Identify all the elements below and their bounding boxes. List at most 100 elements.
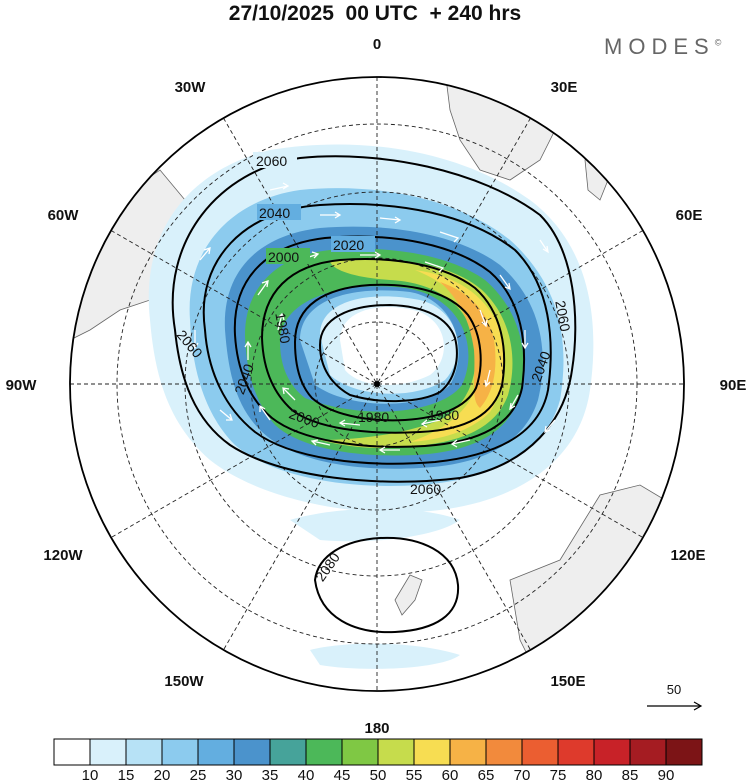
wind-arrow [450, 439, 471, 448]
colorbar [53, 738, 703, 766]
wind-arrow [509, 394, 519, 411]
lon-label-0: 0 [373, 36, 381, 53]
wind-arrow [310, 439, 331, 446]
contour-label: 2060 [410, 481, 441, 497]
map-border [69, 76, 685, 692]
wind-arrow [439, 231, 460, 243]
wind-arrow [379, 216, 402, 224]
colorbar-swatch [413, 738, 451, 766]
land-new-zealand [394, 574, 423, 616]
colorbar-swatch [161, 738, 199, 766]
colorbar-ticks: 10 15 20 25 30 35 40 45 50 55 60 65 70 75 80 85 90 [82, 767, 675, 782]
lon-label-180: 180 [364, 720, 389, 737]
height-contours [171, 155, 577, 634]
colorbar-tick-label: 30 [226, 767, 243, 782]
wind-arrow [244, 340, 252, 360]
copyright-mark: © [714, 37, 722, 48]
longitude-labels: 0 30E 60E 90E 120E 150E 180 150W 120W 90… [6, 36, 747, 737]
wind-arrow [539, 239, 549, 254]
lon-label-60w: 60W [48, 207, 80, 224]
lon-label-150w: 150W [164, 673, 204, 690]
lon-label-30w: 30W [175, 79, 207, 96]
colorbar-tick-label: 85 [622, 767, 639, 782]
colorbar-tick-label: 45 [334, 767, 351, 782]
wind-vectors [191, 182, 556, 454]
lon-label-90e: 90E [720, 377, 747, 394]
colorbar-swatch [89, 738, 127, 766]
meridian-30e-150w [223, 117, 531, 651]
colorbar-swatch [197, 738, 235, 766]
colorbar-swatch [53, 738, 91, 766]
colorbar-swatch [305, 738, 343, 766]
contour-2000 [260, 258, 506, 434]
wind-arrow [269, 182, 290, 191]
meridian-60w-120e [110, 230, 644, 538]
latitude-circle-1 [314, 321, 440, 447]
wind-band-lower-jet [290, 508, 460, 669]
wind-arrow [320, 211, 342, 219]
colorbar-swatch [377, 738, 415, 766]
colorbar-tick-label: 55 [406, 767, 423, 782]
colorbar-swatch [233, 738, 271, 766]
colorbar-tick-label: 15 [118, 767, 135, 782]
wind-arrow [277, 312, 285, 331]
map-disc-content [70, 77, 684, 691]
colorbar-swatch [269, 738, 307, 766]
wind-arrow [521, 330, 529, 350]
contour-2040 [202, 203, 552, 465]
contour-label: 2020 [333, 237, 364, 253]
colorbar-swatch [593, 738, 631, 766]
lon-label-120e: 120E [670, 547, 705, 564]
lon-label-60e: 60E [676, 207, 703, 224]
lon-label-30e: 30E [551, 79, 578, 96]
contour-1980-inner [318, 303, 458, 403]
colorbar-swatch [125, 738, 163, 766]
colorbar-swatch [449, 738, 487, 766]
wind-arrow [219, 409, 233, 421]
contour-label: 2060 [256, 153, 287, 169]
colorbar-tick-label: 40 [298, 767, 315, 782]
lon-label-90w: 90W [6, 377, 38, 394]
contour-label: 2000 [268, 249, 299, 265]
contour-label: 2040 [259, 205, 290, 221]
contour-2080 [313, 536, 460, 634]
wind-arrow [282, 387, 296, 401]
contour-label: 1980 [272, 311, 293, 345]
wind-arrow [479, 309, 488, 328]
wind-arrow [544, 419, 556, 434]
colorbar-tick-label: 90 [658, 767, 675, 782]
wind-arrow [199, 247, 211, 261]
colorbar-tick-label: 10 [82, 767, 99, 782]
wind-arrow [378, 446, 400, 454]
colorbar-tick-label: 70 [514, 767, 531, 782]
wind-arrow [420, 419, 441, 428]
wind-arrow [424, 261, 445, 273]
contour-label: 1980 [428, 407, 459, 423]
meridian-60e-120w [110, 230, 644, 538]
contour-1980 [293, 283, 482, 422]
contour-label: 1980 [358, 409, 389, 425]
wind-arrow [360, 251, 382, 259]
colorbar-tick-label: 50 [370, 767, 387, 782]
wind-arrow [259, 404, 271, 421]
wind-arrow [338, 419, 361, 427]
colorbar-swatch [341, 738, 379, 766]
reference-vector-arrowhead [693, 701, 703, 711]
reference-vector-label: 50 [667, 682, 681, 697]
colorbar-tick-label: 60 [442, 767, 459, 782]
contour-label: 2060 [552, 299, 573, 333]
colorbar-swatch [665, 738, 703, 766]
lon-label-150e: 150E [550, 673, 585, 690]
reference-vector: 50 [647, 682, 703, 711]
colorbar-tick-label: 80 [586, 767, 603, 782]
lon-label-120w: 120W [43, 547, 83, 564]
colorbar-swatch [629, 738, 667, 766]
chart-title: 27/10/2025 00 UTC + 240 hrs [228, 2, 522, 25]
wind-arrow [499, 274, 511, 291]
south-pole-marker [374, 381, 380, 387]
colorbar-tick-label: 25 [190, 767, 207, 782]
wind-arrow [484, 369, 491, 388]
brand-name: MODES [604, 34, 715, 59]
colorbar-swatch [521, 738, 559, 766]
